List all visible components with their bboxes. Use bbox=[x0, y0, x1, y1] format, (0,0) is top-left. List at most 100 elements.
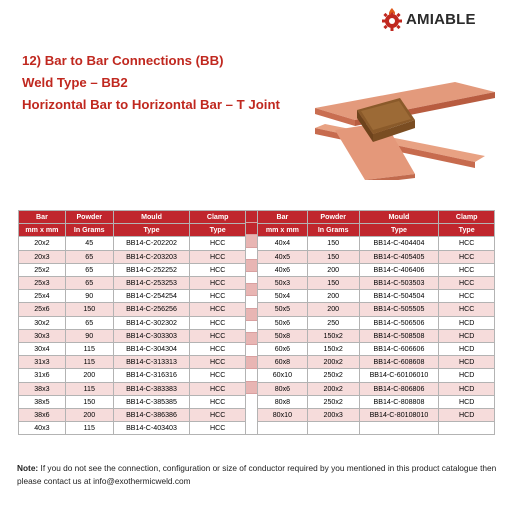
col-header-powder: Powder bbox=[306, 209, 360, 225]
powder-weight: 115 bbox=[64, 342, 114, 357]
clamp-type: HCC bbox=[189, 394, 246, 410]
powder-weight: 150x2 bbox=[306, 342, 360, 357]
bar-size: 38x5 bbox=[18, 394, 66, 410]
clamp-type: HCC bbox=[438, 262, 495, 278]
clamp-type: HCC bbox=[189, 315, 246, 330]
mould-type: BB14-C-385385 bbox=[112, 394, 191, 410]
bar-size: 40x6 bbox=[257, 262, 308, 278]
mould-type: BB14-C-313313 bbox=[112, 355, 191, 370]
mould-type: BB14-C-202202 bbox=[112, 236, 191, 251]
bar-size: 50x8 bbox=[257, 328, 308, 344]
table-row: 40x5 150 BB14-C-405405 HCC bbox=[257, 249, 495, 264]
bar-size: 30x2 bbox=[18, 315, 66, 330]
col-subheader-bar: mm x mm bbox=[257, 223, 308, 238]
clamp-type: HCD bbox=[438, 408, 495, 423]
col-subheader-mould: Type bbox=[358, 223, 440, 238]
col-header-clamp: Clamp bbox=[438, 209, 495, 225]
mould-type: BB14-C-503503 bbox=[358, 276, 440, 291]
mould-type: BB14-C-406406 bbox=[358, 262, 440, 278]
mould-type: BB14-C-303303 bbox=[112, 328, 191, 344]
col-subheader-clamp: Type bbox=[438, 223, 495, 238]
mould-type: BB14-C-808808 bbox=[358, 394, 440, 410]
powder-weight: 150x2 bbox=[306, 328, 360, 344]
page-headings: 12) Bar to Bar Connections (BB) Weld Typ… bbox=[22, 50, 280, 116]
bar-size: 38x3 bbox=[18, 381, 66, 396]
powder-weight: 200 bbox=[306, 262, 360, 278]
bar-size: 50x5 bbox=[257, 302, 308, 317]
mould-type: BB14-C-302302 bbox=[112, 315, 191, 330]
bar-size: 40x4 bbox=[257, 236, 308, 251]
col-subheader-mould: Type bbox=[112, 223, 191, 238]
mould-type: BB14-C-80108010 bbox=[358, 408, 440, 423]
bar-size: 25x3 bbox=[18, 276, 66, 291]
clamp-type: HCD bbox=[438, 328, 495, 344]
powder-weight: 250x2 bbox=[306, 368, 360, 383]
mould-type: BB14-C-506506 bbox=[358, 315, 440, 330]
bar-size: 50x3 bbox=[257, 276, 308, 291]
mould-type: BB14-C-304304 bbox=[112, 342, 191, 357]
table-row: 60x8 200x2 BB14-C-608608 HCD bbox=[257, 355, 495, 370]
mould-type: BB14-C-404404 bbox=[358, 236, 440, 251]
clamp-type: HCC bbox=[438, 249, 495, 264]
powder-weight: 200x2 bbox=[306, 355, 360, 370]
bar-size: 25x6 bbox=[18, 302, 66, 317]
powder-weight: 200x2 bbox=[306, 381, 360, 396]
clamp-type: HCC bbox=[189, 368, 246, 383]
mould-type: BB14-C-254254 bbox=[112, 289, 191, 304]
powder-weight: 250 bbox=[306, 315, 360, 330]
table-row: 80x8 250x2 BB14-C-808808 HCD bbox=[257, 394, 495, 410]
col-subheader-clamp: Type bbox=[189, 223, 246, 238]
col-header-bar: Bar bbox=[257, 209, 308, 225]
mould-type: BB14-C-608608 bbox=[358, 355, 440, 370]
table-row: 40x6 200 BB14-C-406406 HCC bbox=[257, 262, 495, 278]
mould-type: BB14-C-60106010 bbox=[358, 368, 440, 383]
mould-type: BB14-C-256256 bbox=[112, 302, 191, 317]
bar-size: 60x10 bbox=[257, 368, 308, 383]
powder-weight: 200 bbox=[64, 368, 114, 383]
table-row: 31x3 115 BB14-C-313313 HCC bbox=[18, 355, 246, 370]
clamp-type: HCC bbox=[438, 289, 495, 304]
bar-size: 60x8 bbox=[257, 355, 308, 370]
connection-table-left: Bar Powder Mould Clamp mm x mm In Grams … bbox=[18, 209, 246, 436]
table-row: 40x3 115 BB14-C-403403 HCC bbox=[18, 421, 246, 436]
powder-weight: 115 bbox=[64, 355, 114, 370]
bar-size: 80x6 bbox=[257, 381, 308, 396]
powder-weight: 45 bbox=[64, 236, 114, 251]
col-header-powder: Powder bbox=[64, 209, 114, 225]
mould-type: BB14-C-316316 bbox=[112, 368, 191, 383]
clamp-type: HCC bbox=[438, 236, 495, 251]
clamp-type: HCC bbox=[189, 302, 246, 317]
table-row: 20x2 45 BB14-C-202202 HCC bbox=[18, 236, 246, 251]
bar-size: 30x4 bbox=[18, 342, 66, 357]
table-row: 38x3 115 BB14-C-383383 HCC bbox=[18, 381, 246, 396]
table-row: 60x10 250x2 BB14-C-60106010 HCD bbox=[257, 368, 495, 383]
mould-type: BB14-C-405405 bbox=[358, 249, 440, 264]
table-row: 25x6 150 BB14-C-256256 HCC bbox=[18, 302, 246, 317]
table-row: 20x3 65 BB14-C-203203 HCC bbox=[18, 249, 246, 264]
table-separator bbox=[246, 210, 257, 436]
col-header-bar: Bar bbox=[18, 209, 66, 225]
powder-weight: 115 bbox=[64, 421, 114, 436]
clamp-type: HCD bbox=[438, 368, 495, 383]
connection-tables: Bar Powder Mould Clamp mm x mm In Grams … bbox=[18, 209, 495, 436]
clamp-type: HCC bbox=[438, 276, 495, 291]
section-title: 12) Bar to Bar Connections (BB) bbox=[22, 53, 224, 68]
table-row: 25x2 65 BB14-C-252252 HCC bbox=[18, 262, 246, 278]
table-row: 50x4 200 BB14-C-504504 HCC bbox=[257, 289, 495, 304]
powder-weight: 90 bbox=[64, 328, 114, 344]
bar-size: 25x2 bbox=[18, 262, 66, 278]
clamp-type: HCC bbox=[189, 276, 246, 291]
clamp-type: HCC bbox=[189, 262, 246, 278]
bar-size: 80x8 bbox=[257, 394, 308, 410]
bar-size: 50x4 bbox=[257, 289, 308, 304]
mould-type: BB14-C-203203 bbox=[112, 249, 191, 264]
table-row: 30x2 65 BB14-C-302302 HCC bbox=[18, 315, 246, 330]
col-subheader-bar: mm x mm bbox=[18, 223, 66, 238]
contact-note: Note: If you do not see the connection, … bbox=[17, 462, 497, 488]
mould-type: BB14-C-508508 bbox=[358, 328, 440, 344]
table-row: 38x5 150 BB14-C-385385 HCC bbox=[18, 394, 246, 410]
mould-type: BB14-C-504504 bbox=[358, 289, 440, 304]
note-text: If you do not see the connection, config… bbox=[17, 463, 497, 486]
table-row: 60x6 150x2 BB14-C-606606 HCD bbox=[257, 342, 495, 357]
powder-weight: 200 bbox=[64, 408, 114, 423]
